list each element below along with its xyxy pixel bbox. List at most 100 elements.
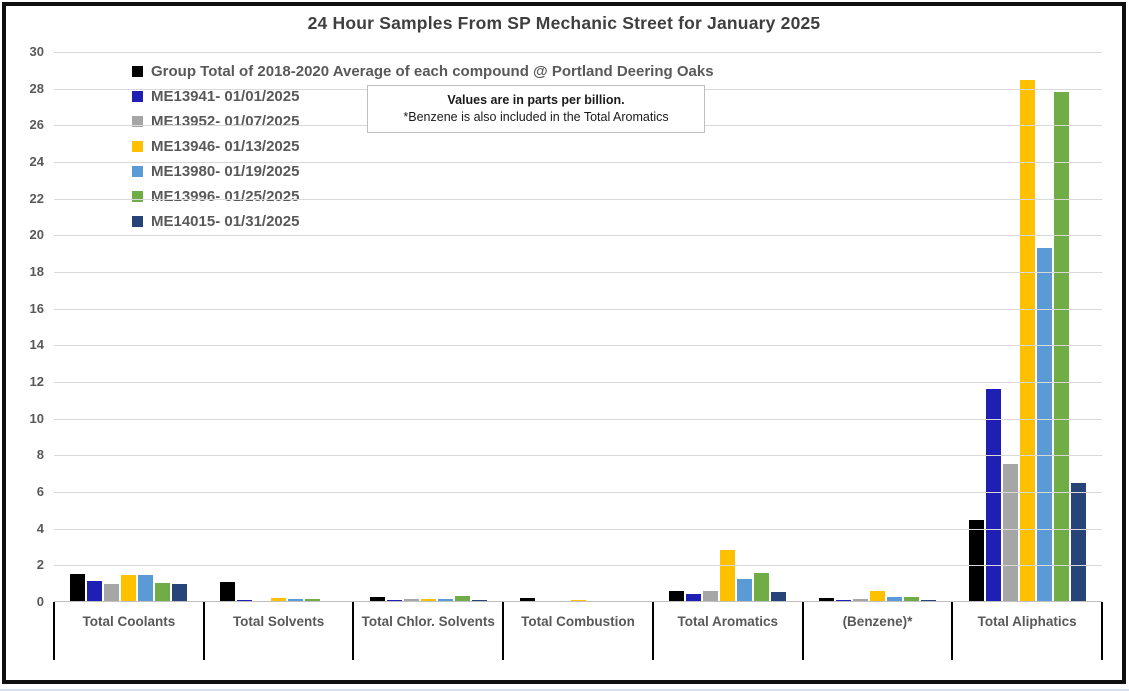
gridline [54, 198, 1102, 200]
window-bottom-edge [0, 689, 1129, 691]
bar [138, 575, 154, 602]
legend-swatch-icon [132, 191, 143, 202]
category-separator [801, 602, 804, 660]
annotation-line-1: Values are in parts per billion. [447, 93, 625, 107]
bar [271, 598, 287, 602]
legend-label: ME13946- 01/13/2025 [151, 138, 300, 155]
legend-swatch-icon [132, 66, 143, 77]
bar [703, 591, 719, 602]
bar [519, 598, 535, 602]
legend-item: ME13941- 01/01/2025 [132, 86, 714, 107]
y-axis-tick-label: 4 [36, 520, 44, 536]
bar [155, 582, 171, 602]
bar [818, 598, 834, 602]
legend-item: ME13946- 01/13/2025 [132, 136, 714, 157]
gridline [54, 52, 1102, 53]
y-axis-tick-label: 12 [29, 374, 44, 389]
gridline [54, 272, 1102, 273]
category-separator [1101, 602, 1103, 660]
gridline [54, 345, 1102, 347]
legend-item: ME13996- 01/25/2025 [132, 186, 714, 207]
gridline [54, 308, 1102, 310]
y-axis-tick-label: 14 [29, 337, 44, 353]
y-axis-tick-label: 16 [29, 300, 44, 316]
bar-group [803, 52, 953, 602]
x-axis-line [54, 601, 1102, 602]
legend-swatch-icon [132, 216, 143, 227]
y-axis-tick-label: 18 [29, 264, 44, 279]
y-axis-tick-label: 24 [29, 154, 44, 169]
legend-label: ME13980- 01/19/2025 [151, 163, 300, 180]
gridline [54, 235, 1102, 237]
legend-item: ME13980- 01/19/2025 [132, 161, 714, 182]
bar-groups [54, 52, 1102, 602]
bar [70, 573, 86, 602]
category-label: Total Coolants [82, 614, 176, 629]
gridline [54, 455, 1102, 457]
bar-group [503, 52, 653, 602]
legend-item: Group Total of 2018-2020 Average of each… [132, 61, 714, 82]
bar [985, 389, 1001, 602]
bar [968, 519, 984, 602]
legend-item: ME14015- 01/31/2025 [132, 211, 714, 232]
legend-label: Group Total of 2018-2020 Average of each… [151, 63, 714, 80]
bar [737, 579, 753, 602]
bar [754, 572, 770, 602]
bar [1053, 92, 1069, 602]
gridline [54, 162, 1102, 163]
bar [220, 581, 236, 602]
category-label: (Benzene)* [842, 614, 913, 629]
legend-label: ME13941- 01/01/2025 [151, 88, 300, 105]
bar-group [204, 52, 354, 602]
y-axis-tick-label: 20 [29, 227, 44, 243]
bar [1036, 248, 1052, 602]
category-separator [951, 602, 954, 660]
bar [437, 599, 453, 602]
bar [771, 591, 787, 602]
gridline [54, 418, 1102, 420]
annotation-line-2: *Benzene is also included in the Total A… [403, 110, 669, 124]
gridline [54, 382, 1102, 383]
y-axis-tick-label: 8 [36, 447, 44, 463]
bar [1019, 79, 1035, 602]
y-axis-tick-label: 2 [36, 557, 44, 573]
annotation-box: Values are in parts per billion. *Benzen… [367, 85, 705, 133]
gridline [54, 492, 1102, 493]
bar-group [54, 52, 204, 602]
category-axis: Total Coolants Total Solvents Total Chlor.… [54, 614, 1102, 629]
bar [288, 599, 304, 602]
gridline [54, 565, 1102, 567]
bar [1070, 482, 1086, 602]
legend-label: ME13996- 01/25/2025 [151, 188, 300, 205]
bar [886, 596, 902, 602]
category-label: Total Aromatics [677, 614, 778, 629]
legend-swatch-icon [132, 141, 143, 152]
y-axis-tick-label: 30 [29, 44, 44, 59]
category-separator [202, 602, 205, 660]
y-axis-tick-label: 6 [36, 484, 44, 499]
y-axis-tick-label: 22 [29, 190, 44, 206]
legend-swatch-icon [132, 116, 143, 127]
y-axis-tick-label: 10 [29, 410, 44, 426]
gridline [54, 528, 1102, 530]
y-axis-tick-label: 0 [36, 594, 44, 609]
chart-title: 24 Hour Samples From SP Mechanic Street … [307, 13, 821, 33]
bar [852, 599, 868, 602]
bar-group [353, 52, 503, 602]
bar [420, 599, 436, 602]
bar [669, 591, 685, 602]
bar [903, 596, 919, 602]
bar [454, 595, 470, 602]
bar [1002, 463, 1018, 602]
bar [403, 599, 419, 602]
category-separator [502, 602, 505, 660]
legend-swatch-icon [132, 166, 143, 177]
bar [305, 599, 321, 602]
bar [720, 549, 736, 602]
category-label: Total Chlor. Solvents [361, 614, 495, 629]
bar [104, 583, 120, 602]
bar [87, 580, 103, 602]
bar [869, 591, 885, 602]
category-separator [651, 602, 654, 660]
plot-area: Group Total of 2018-2020 Average of each… [30, 45, 1103, 660]
